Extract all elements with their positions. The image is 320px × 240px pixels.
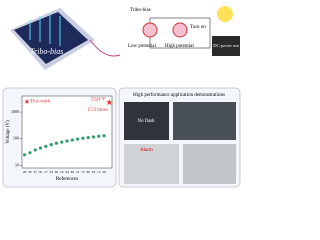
x-axis-label: References bbox=[56, 177, 78, 182]
y-tick-label: 1000 bbox=[11, 109, 19, 114]
highlight-point bbox=[106, 99, 113, 106]
value-label: 2324 V bbox=[91, 97, 106, 102]
field-lines bbox=[29, 14, 61, 46]
x-tick-label: 17 bbox=[44, 170, 48, 174]
x-tick-label: 30 bbox=[71, 170, 75, 174]
point bbox=[60, 140, 64, 144]
point bbox=[97, 134, 101, 138]
x-tick-label: 33 bbox=[49, 170, 53, 174]
y-tick-label: 10 bbox=[15, 162, 19, 167]
x-tick-label: 15 bbox=[81, 170, 85, 174]
device-plate bbox=[14, 12, 88, 64]
label: No flash bbox=[137, 119, 155, 124]
point bbox=[102, 134, 106, 138]
point bbox=[70, 138, 74, 142]
x-tick-label: 29 bbox=[23, 170, 27, 174]
y-axis-label: Voltage (V) bbox=[6, 120, 11, 144]
photo bbox=[173, 102, 236, 140]
label: High potential bbox=[165, 44, 194, 49]
label: Alarm bbox=[140, 148, 153, 153]
label: Tribo-bias bbox=[130, 8, 151, 13]
point bbox=[65, 139, 69, 143]
point bbox=[49, 143, 53, 147]
photo bbox=[124, 144, 179, 184]
point bbox=[91, 135, 96, 139]
fan bbox=[142, 22, 158, 38]
photo bbox=[183, 144, 236, 184]
plot-area bbox=[21, 95, 113, 169]
page: Tribo-bias Tribo-bias Low potential High… bbox=[2, 6, 241, 188]
x-tick-label: 20 bbox=[102, 170, 106, 174]
x-tick-label: 18 bbox=[92, 170, 96, 174]
bulb bbox=[217, 6, 233, 22]
x-tick-label: 37 bbox=[33, 170, 37, 174]
point bbox=[81, 136, 85, 140]
fan bbox=[172, 22, 188, 38]
point bbox=[23, 153, 27, 157]
graphic-abstract: Tribo-bias Tribo-bias Low potential High… bbox=[2, 6, 241, 188]
point bbox=[44, 144, 48, 148]
wire bbox=[89, 39, 121, 57]
point bbox=[33, 148, 37, 152]
annotation: 17.8 times bbox=[87, 108, 108, 113]
label: DC power out bbox=[213, 43, 239, 48]
x-tick-label: 26 bbox=[55, 170, 59, 174]
x-tick-label: 12 bbox=[97, 170, 101, 174]
x-tick-label: 36 bbox=[86, 170, 90, 174]
demo-title: High performance application demonstrati… bbox=[133, 93, 225, 98]
x-tick-label: 35 bbox=[39, 170, 43, 174]
x-tick-label: 31 bbox=[76, 170, 80, 174]
point bbox=[28, 151, 32, 155]
point bbox=[54, 141, 59, 145]
label: Turn on bbox=[190, 25, 206, 30]
x-tick-label: 19 bbox=[60, 170, 64, 174]
x-tick-label: 32 bbox=[28, 170, 32, 174]
legend-star bbox=[24, 99, 30, 104]
power-box bbox=[212, 36, 240, 56]
x-tick-label: 34 bbox=[65, 170, 69, 174]
label: Low potential bbox=[128, 44, 157, 49]
legend-label: This work bbox=[30, 100, 51, 105]
photo bbox=[124, 102, 169, 140]
point bbox=[38, 146, 43, 150]
y-tick-label: 100 bbox=[13, 136, 19, 141]
point bbox=[75, 137, 80, 141]
point bbox=[86, 136, 90, 140]
label: Tribo-bias bbox=[30, 47, 63, 56]
